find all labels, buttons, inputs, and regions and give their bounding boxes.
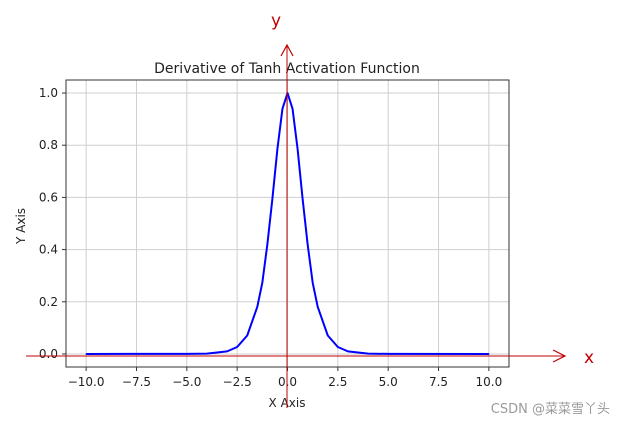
data-point xyxy=(206,353,208,355)
data-point xyxy=(281,108,284,110)
y-tick-label: 0.2 xyxy=(39,295,58,309)
y-axis-label: Y Axis xyxy=(14,208,28,245)
y-tick-label: 0.8 xyxy=(39,138,58,152)
data-point xyxy=(302,198,304,200)
x-tick-label: 10.0 xyxy=(476,375,503,389)
x-tick-label: 7.5 xyxy=(429,375,448,389)
data-point xyxy=(85,353,87,355)
y-tick-label: 0.6 xyxy=(39,190,58,204)
data-point xyxy=(271,198,273,200)
data-point xyxy=(246,334,248,337)
data-point xyxy=(312,282,314,284)
data-point xyxy=(367,353,369,355)
y-tick-label: 0.0 xyxy=(39,347,58,361)
watermark: CSDN @菜菜雪丫头 xyxy=(490,402,610,417)
data-point xyxy=(266,243,268,245)
x-tick-label: −2.5 xyxy=(223,375,252,389)
data-point xyxy=(186,353,188,355)
data-point xyxy=(256,306,258,308)
x-tick-label: 5.0 xyxy=(379,375,398,389)
data-point xyxy=(226,350,228,352)
overlay-x-letter: x xyxy=(584,348,594,368)
x-tick-label: 2.5 xyxy=(328,375,347,389)
data-point xyxy=(236,346,238,348)
data-point xyxy=(296,148,299,150)
x-tick-label: −10.0 xyxy=(68,375,105,389)
overlay-y-arrowhead xyxy=(280,43,294,57)
x-tick-label: −7.5 xyxy=(122,375,151,389)
ticks-layer: −10.0−7.5−5.0−2.50.02.55.07.510.00.00.20… xyxy=(39,86,502,389)
data-point xyxy=(387,353,389,355)
data-point xyxy=(337,346,339,348)
x-tick-label: −5.0 xyxy=(172,375,201,389)
y-tick-label: 1.0 xyxy=(39,86,58,100)
data-point xyxy=(276,148,279,150)
data-point xyxy=(317,306,319,308)
data-point xyxy=(307,243,309,245)
data-point xyxy=(488,353,490,355)
data-point xyxy=(347,350,349,352)
data-point xyxy=(327,334,329,337)
overlay-y-letter: y xyxy=(271,11,281,31)
y-tick-label: 0.4 xyxy=(39,243,58,257)
overlay-axes: y x xyxy=(26,11,594,408)
data-point xyxy=(291,108,294,110)
overlay-x-arrowhead xyxy=(552,349,567,363)
data-point xyxy=(261,282,263,284)
